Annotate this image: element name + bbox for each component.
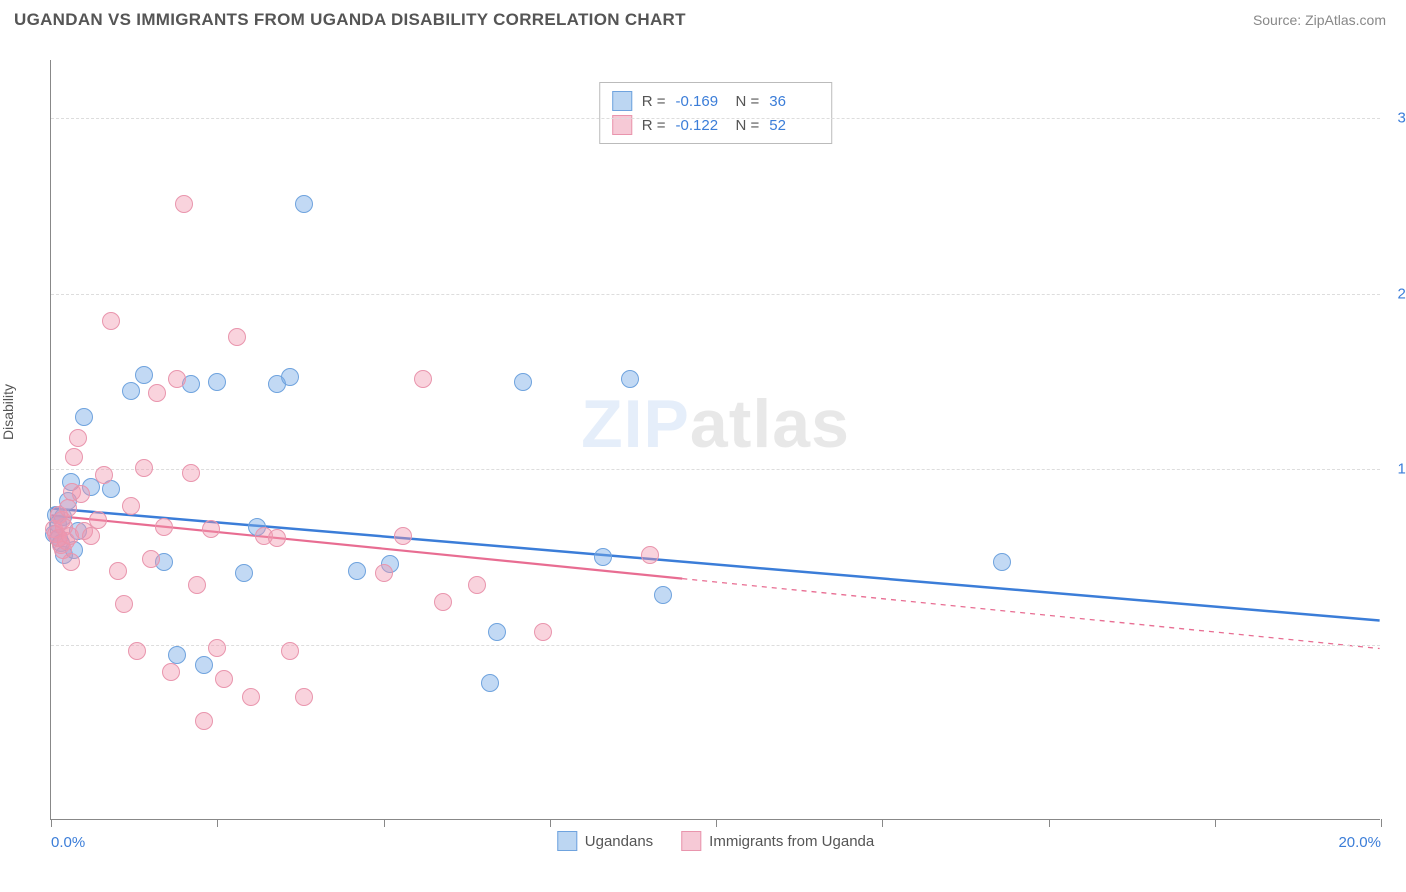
scatter-point: [235, 564, 253, 582]
scatter-point: [375, 564, 393, 582]
x-tick-label: 20.0%: [1338, 834, 1381, 851]
scatter-point: [122, 382, 140, 400]
scatter-point: [215, 670, 233, 688]
scatter-point: [208, 639, 226, 657]
scatter-point: [621, 370, 639, 388]
scatter-point: [182, 464, 200, 482]
scatter-point: [69, 429, 87, 447]
series-swatch: [612, 91, 632, 111]
scatter-point: [281, 642, 299, 660]
scatter-point: [95, 466, 113, 484]
scatter-point: [281, 368, 299, 386]
scatter-point: [641, 546, 659, 564]
r-label: R =: [642, 93, 666, 110]
scatter-point: [82, 527, 100, 545]
scatter-point: [122, 497, 140, 515]
x-tick: [384, 819, 385, 827]
y-axis-label: Disability: [0, 384, 16, 440]
legend-label: Immigrants from Uganda: [709, 833, 874, 850]
scatter-point: [115, 595, 133, 613]
scatter-point: [434, 593, 452, 611]
y-tick-label: 7.5%: [1385, 636, 1406, 653]
series-legend: Ugandans Immigrants from Uganda: [557, 831, 874, 851]
x-tick: [1049, 819, 1050, 827]
scatter-point: [89, 511, 107, 529]
y-tick-label: 15.0%: [1385, 461, 1406, 478]
scatter-point: [488, 623, 506, 641]
series-swatch: [681, 831, 701, 851]
scatter-point: [148, 384, 166, 402]
scatter-point: [188, 576, 206, 594]
scatter-point: [242, 688, 260, 706]
y-tick-label: 30.0%: [1385, 110, 1406, 127]
trendline: [51, 515, 682, 578]
scatter-point: [534, 623, 552, 641]
scatter-point: [481, 674, 499, 692]
x-tick: [51, 819, 52, 827]
gridline: [51, 294, 1380, 295]
scatter-point: [135, 459, 153, 477]
scatter-point: [993, 553, 1011, 571]
scatter-point: [594, 548, 612, 566]
series-swatch: [557, 831, 577, 851]
gridline: [51, 469, 1380, 470]
n-label: N =: [736, 93, 760, 110]
source-attribution: Source: ZipAtlas.com: [1253, 12, 1386, 28]
x-tick: [716, 819, 717, 827]
x-tick: [1215, 819, 1216, 827]
scatter-point: [414, 370, 432, 388]
legend-label: Ugandans: [585, 833, 653, 850]
scatter-point: [75, 408, 93, 426]
scatter-point: [102, 312, 120, 330]
scatter-point: [268, 529, 286, 547]
chart-container: Disability ZIPatlas R =-0.169N =36R =-0.…: [14, 40, 1392, 880]
scatter-point: [175, 195, 193, 213]
scatter-point: [394, 527, 412, 545]
x-tick: [550, 819, 551, 827]
scatter-point: [109, 562, 127, 580]
stats-row: R =-0.122N =52: [612, 113, 820, 137]
scatter-point: [208, 373, 226, 391]
scatter-point: [654, 586, 672, 604]
stats-row: R = -0.169 N = 36: [612, 89, 820, 113]
chart-title: UGANDAN VS IMMIGRANTS FROM UGANDA DISABI…: [14, 10, 686, 30]
scatter-point: [155, 518, 173, 536]
scatter-point: [295, 688, 313, 706]
scatter-point: [295, 195, 313, 213]
scatter-point: [348, 562, 366, 580]
plot-area: ZIPatlas R =-0.169N =36R =-0.122N =52 Ug…: [50, 60, 1380, 820]
scatter-point: [195, 712, 213, 730]
trendline-extrapolated: [682, 579, 1379, 649]
scatter-point: [168, 646, 186, 664]
gridline: [51, 645, 1380, 646]
x-tick-label: 0.0%: [51, 834, 85, 851]
scatter-point: [142, 550, 160, 568]
r-value: -0.169: [676, 93, 726, 110]
scatter-point: [162, 663, 180, 681]
scatter-point: [468, 576, 486, 594]
scatter-point: [135, 366, 153, 384]
scatter-point: [168, 370, 186, 388]
scatter-point: [72, 485, 90, 503]
scatter-point: [128, 642, 146, 660]
scatter-point: [514, 373, 532, 391]
scatter-point: [59, 499, 77, 517]
y-tick-label: 22.5%: [1385, 285, 1406, 302]
n-value: 36: [769, 93, 819, 110]
scatter-point: [228, 328, 246, 346]
scatter-point: [202, 520, 220, 538]
scatter-point: [65, 448, 83, 466]
scatter-point: [62, 553, 80, 571]
gridline: [51, 118, 1380, 119]
x-tick: [882, 819, 883, 827]
correlation-stats-box: R = -0.169 N = 36 R =-0.122N =52: [599, 82, 833, 144]
legend-item: Immigrants from Uganda: [681, 831, 874, 851]
x-tick: [1381, 819, 1382, 827]
legend-item: Ugandans: [557, 831, 653, 851]
scatter-point: [195, 656, 213, 674]
x-tick: [217, 819, 218, 827]
